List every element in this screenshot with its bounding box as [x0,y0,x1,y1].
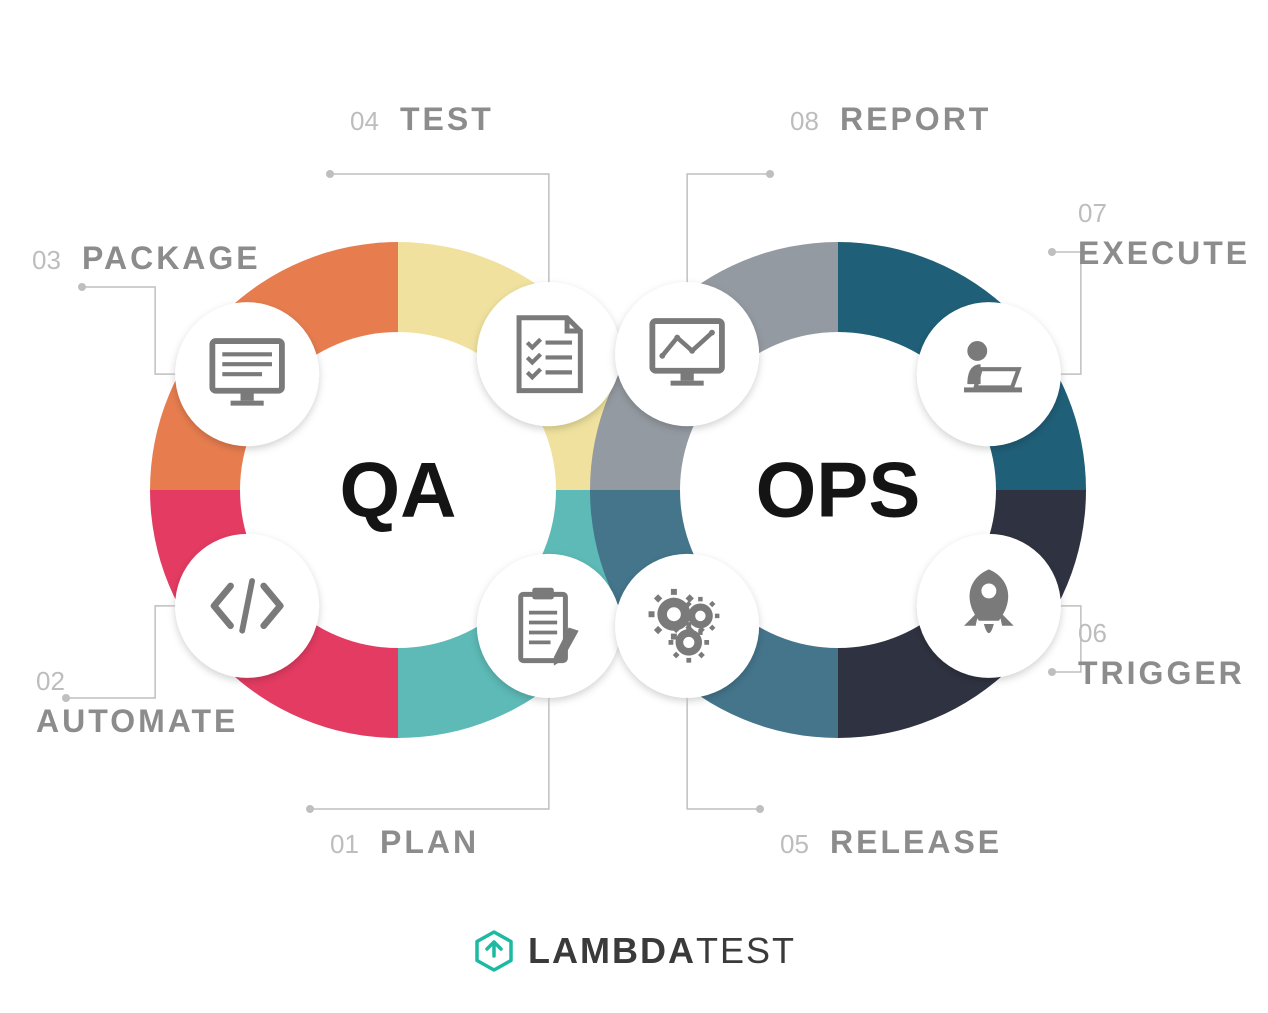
leader-line [66,606,175,698]
icon-circle-plan [477,554,621,698]
segment-label-plan: 01 PLAN [330,824,479,860]
segment-number: 08 [790,106,819,136]
leader-dot [756,805,764,813]
diagram-stage: QA OPS [0,0,1268,1013]
leader-dot [78,283,86,291]
segment-number: 02 [36,666,65,696]
brand-logo-light: TEST [696,930,796,971]
icon-circle-report [615,282,759,426]
brand-logo: LAMBDATEST [472,929,796,973]
segment-text: EXECUTE [1078,235,1250,271]
segment-label-execute: 07 EXECUTE [1078,198,1250,271]
segment-text: AUTOMATE [36,703,238,739]
segment-label-automate: 02 AUTOMATE [36,666,238,739]
lambdatest-logo-icon [472,929,516,973]
leader-dot [326,170,334,178]
icon-circle-test [477,282,621,426]
segment-number: 07 [1078,198,1107,228]
leader-dot [306,805,314,813]
segment-text: PLAN [380,824,479,860]
qaops-diagram: QA OPS [0,0,1268,1013]
icon-circle-execute [917,302,1061,446]
segment-label-trigger: 06 TRIGGER [1078,618,1245,691]
segment-number: 06 [1078,618,1107,648]
segment-number: 01 [330,829,359,859]
segment-label-release: 05 RELEASE [780,824,1002,860]
leader-line [82,287,175,374]
segment-text: TRIGGER [1078,655,1245,691]
segment-label-test: 04 TEST [350,101,494,137]
brand-logo-text: LAMBDATEST [528,930,796,972]
segment-text: TEST [400,101,494,137]
leader-dot [1048,248,1056,256]
segment-text: REPORT [840,101,991,137]
segment-number: 04 [350,106,379,136]
segment-text: PACKAGE [82,240,261,276]
ops-ring-label: OPS [756,446,921,534]
leader-dot [766,170,774,178]
brand-logo-bold: LAMBDA [528,930,696,971]
segment-label-report: 08 REPORT [790,101,991,137]
segment-number: 03 [32,245,61,275]
segment-number: 05 [780,829,809,859]
leader-dot [1048,668,1056,676]
qa-ring-label: QA [340,446,457,534]
segment-label-package: 03 PACKAGE [32,240,261,276]
segment-text: RELEASE [830,824,1002,860]
